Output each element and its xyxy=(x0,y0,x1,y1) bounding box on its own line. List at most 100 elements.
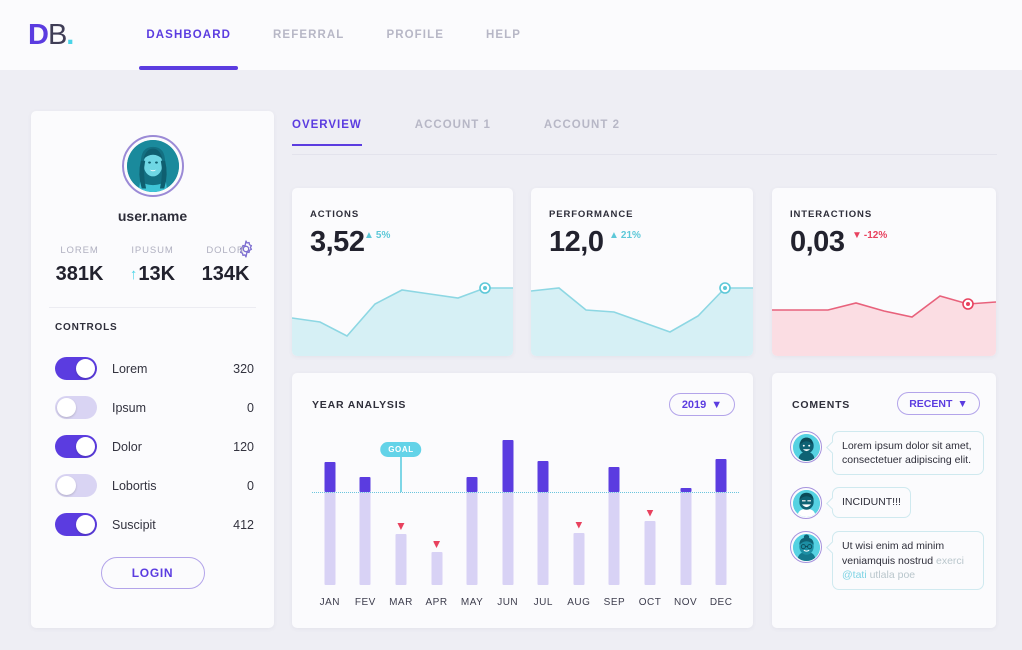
below-goal-marker-icon xyxy=(433,541,441,548)
below-goal-marker-icon xyxy=(397,523,405,530)
kpi-delta-value: -12% xyxy=(863,230,888,241)
bar-below-goal xyxy=(324,492,336,585)
bar-below-goal xyxy=(359,492,371,585)
comment-text: Ut wisi enim ad minim veniamquis nostrud xyxy=(842,540,945,567)
bar-column[interactable] xyxy=(703,435,739,585)
month-label: MAY xyxy=(460,597,484,608)
toggle-knob xyxy=(57,398,76,417)
goal-stem xyxy=(400,457,402,492)
tab-overview[interactable]: OVERVIEW xyxy=(292,111,362,146)
comments-title: COMENTS xyxy=(792,399,851,411)
goal-badge: GOAL xyxy=(380,442,422,457)
bar-column[interactable] xyxy=(668,435,704,585)
month-label: OCT xyxy=(638,597,662,608)
bar-above-goal xyxy=(359,477,371,492)
below-goal-marker-icon xyxy=(575,521,583,529)
bar-above-goal xyxy=(466,477,478,492)
below-goal-marker-icon xyxy=(646,509,654,517)
month-label: APR xyxy=(425,597,448,608)
stat-value-wrap: 134K xyxy=(189,263,262,286)
toggle-lorem[interactable] xyxy=(55,357,97,380)
control-label: Lobortis xyxy=(112,478,157,493)
stat-dolor: DOLOR 134K xyxy=(189,245,262,286)
content-tabs: OVERVIEW ACCOUNT 1 ACCOUNT 2 xyxy=(292,111,997,155)
gear-icon[interactable] xyxy=(236,239,256,264)
toggle-knob xyxy=(76,359,95,378)
nav-item-referral[interactable]: REFERRAL xyxy=(273,29,345,41)
bar-below-goal xyxy=(680,492,692,585)
bar-above-goal xyxy=(715,459,727,492)
toggle-suscipit[interactable] xyxy=(55,513,97,536)
control-value: 0 xyxy=(247,400,254,415)
control-label: Lorem xyxy=(112,361,148,376)
toggle-lobortis[interactable] xyxy=(55,474,97,497)
top-navbar: D B . DASHBOARD REFERRAL PROFILE HELP xyxy=(0,0,1022,70)
chevron-down-icon: ▼ xyxy=(711,398,723,411)
control-row-suscipit: Suscipit 412 xyxy=(55,505,254,544)
stat-lorem: LOREM 381K xyxy=(43,245,116,286)
stat-label: IPUSUM xyxy=(131,245,174,256)
month-label: FEV xyxy=(354,597,376,608)
profile-stats: LOREM 381K IPUSUM ↑ 13K DOLOR 134K xyxy=(43,245,262,286)
avatar-bearded-man-icon xyxy=(790,431,822,463)
bar-column[interactable] xyxy=(383,435,419,585)
bar-above-goal xyxy=(324,462,336,492)
login-button[interactable]: LOGIN xyxy=(100,557,205,589)
nav-item-help[interactable]: HELP xyxy=(485,29,522,41)
bar-above-goal xyxy=(680,487,692,492)
profile-username: user.name xyxy=(117,208,188,224)
control-value: 120 xyxy=(233,439,254,454)
year-analysis-title: YEAR ANALYSIS xyxy=(312,399,407,411)
bar-below-goal xyxy=(715,492,727,585)
bar-column[interactable] xyxy=(632,435,668,585)
stat-label: DOLOR xyxy=(206,245,245,256)
toggle-dolor[interactable] xyxy=(55,435,97,458)
month-label: JUL xyxy=(533,597,553,608)
avatar xyxy=(121,135,184,197)
sparkline-interactions xyxy=(772,295,996,356)
bar-series xyxy=(312,435,739,585)
profile-card: user.name LOREM 381K IPUSUM ↑ 13K DOLOR … xyxy=(31,111,274,628)
comments-sort-value: RECENT xyxy=(909,397,953,410)
controls-heading: CONTROLS xyxy=(55,322,118,333)
logo[interactable]: D B . xyxy=(28,19,74,52)
triangle-up-icon: ▲ xyxy=(609,230,619,241)
bar-below-goal xyxy=(537,492,549,585)
kpi-delta-badge: ▲ 21% xyxy=(609,230,641,241)
toggle-knob xyxy=(57,476,76,495)
bar-column[interactable] xyxy=(419,435,455,585)
comments-sort-select[interactable]: RECENT ▼ xyxy=(897,392,980,415)
bar-column[interactable] xyxy=(454,435,490,585)
bar-column[interactable] xyxy=(561,435,597,585)
bar-above-goal xyxy=(502,439,514,492)
bar-column[interactable] xyxy=(490,435,526,585)
tab-account-2[interactable]: ACCOUNT 2 xyxy=(543,119,620,131)
bar-below-goal xyxy=(431,552,443,585)
year-select[interactable]: 2019 ▼ xyxy=(669,393,735,416)
bar-column[interactable] xyxy=(348,435,384,585)
bar-column[interactable] xyxy=(312,435,348,585)
bar-column[interactable] xyxy=(597,435,633,585)
comments-list: Lorem ipsum dolor sit amet, consectetuer… xyxy=(790,431,984,602)
kpi-value: 0,03 xyxy=(790,226,845,258)
year-analysis-card: YEAR ANALYSIS 2019 ▼ GOAL JAN FEV MAR APR MA… xyxy=(292,373,753,628)
comment-mention[interactable]: @tati xyxy=(842,568,867,581)
kpi-value: 12,0 xyxy=(549,226,604,258)
comments-card: COMENTS RECENT ▼ xyxy=(772,373,996,628)
comment-text-faded-prefix: exerci xyxy=(935,554,964,567)
nav-item-profile[interactable]: PROFILE xyxy=(386,29,444,41)
kpi-card-interactions: INTERACTIONS 0,03 ▼ -12% xyxy=(772,188,996,356)
stat-value: 134K xyxy=(201,263,250,285)
month-label: JUN xyxy=(497,597,519,608)
stat-value: 381K xyxy=(55,263,104,285)
kpi-title: ACTIONS xyxy=(310,209,360,220)
tab-account-1[interactable]: ACCOUNT 1 xyxy=(414,119,491,131)
bar-column[interactable] xyxy=(525,435,561,585)
toggle-ipsum[interactable] xyxy=(55,396,97,419)
nav-item-dashboard[interactable]: DASHBOARD xyxy=(125,0,252,70)
control-row-ipsum: Ipsum 0 xyxy=(55,388,254,427)
bar-below-goal xyxy=(466,492,478,585)
control-label: Ipsum xyxy=(112,400,147,415)
sparkline-performance xyxy=(531,282,753,356)
kpi-delta-value: 5% xyxy=(375,230,391,241)
